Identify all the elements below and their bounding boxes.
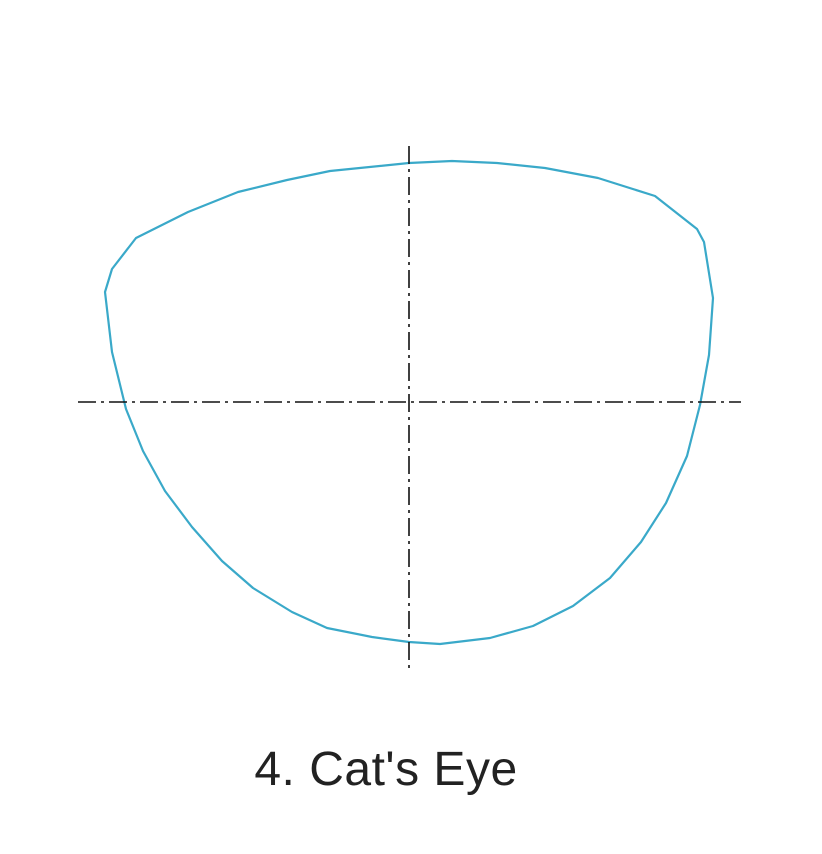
shape-caption: 4. Cat's Eye	[254, 743, 518, 796]
lens-outline-shape	[103, 159, 715, 646]
